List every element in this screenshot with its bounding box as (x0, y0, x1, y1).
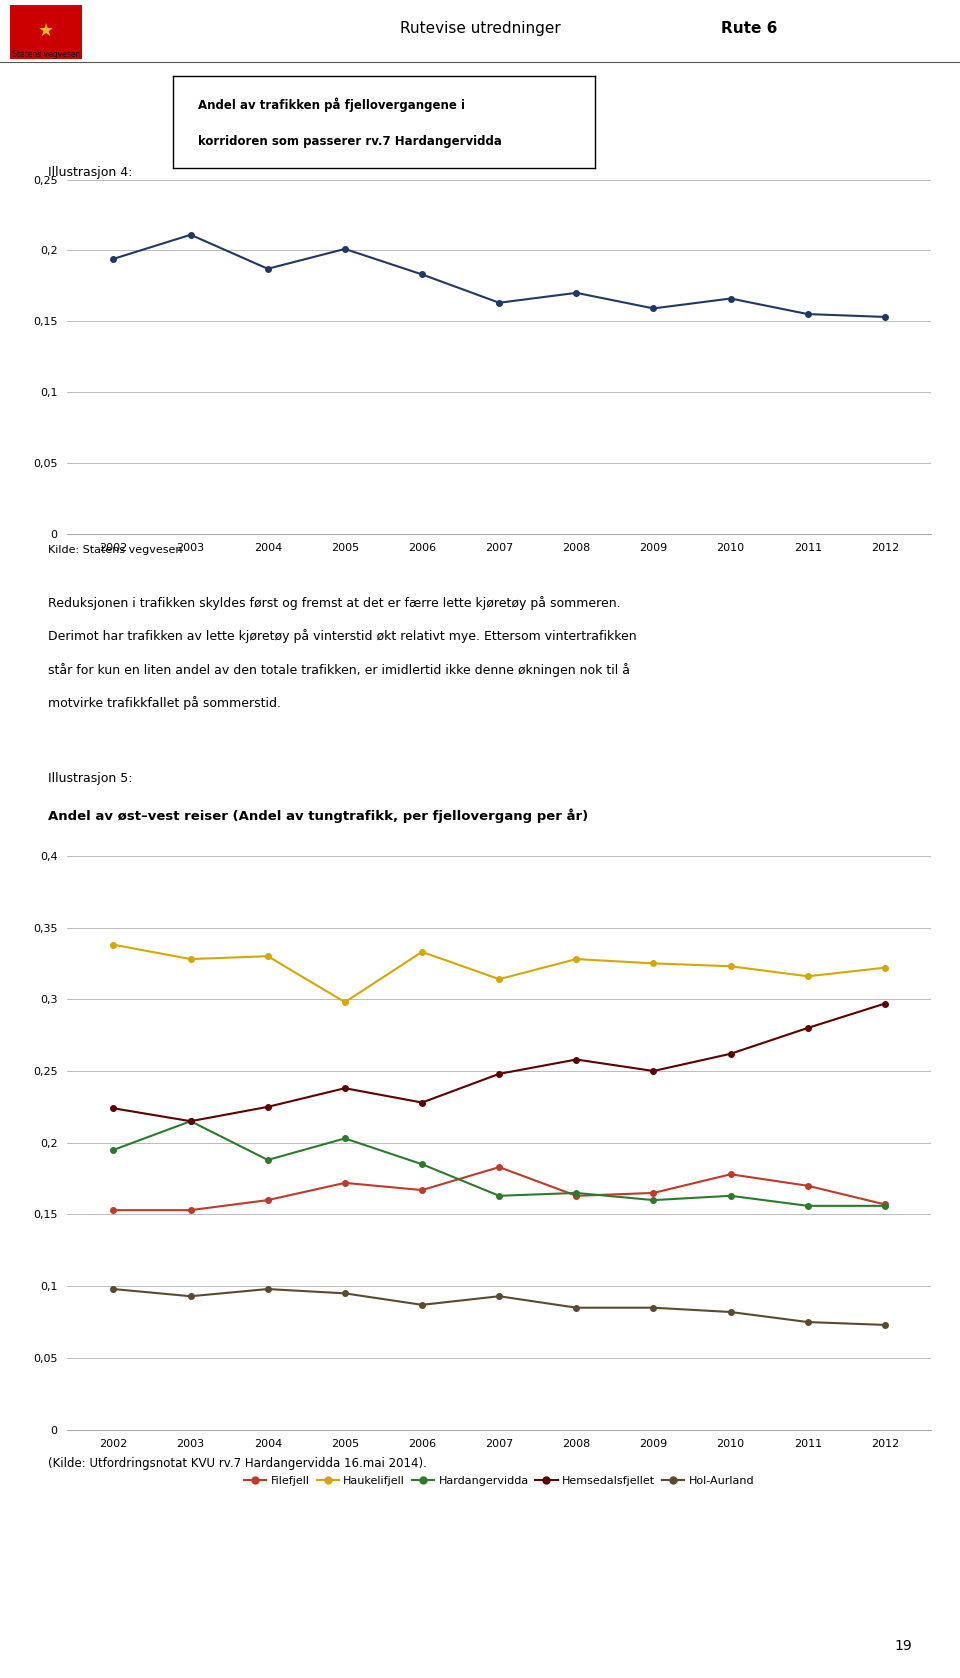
Bar (10, 5, 82, 59)
Text: Andel av øst–vest reiser (Andel av tungtrafikk, per fjellovergang per år): Andel av øst–vest reiser (Andel av tungt… (48, 809, 588, 824)
Text: Statens vegvesen: Statens vegvesen (12, 50, 81, 59)
Text: Andel av trafikken på fjellovergangene i: Andel av trafikken på fjellovergangene i (198, 97, 466, 112)
Text: Rutevise utredninger: Rutevise utredninger (399, 22, 561, 37)
Text: 19: 19 (895, 1639, 912, 1653)
Text: (Kilde: Utfordringsnotat KVU rv.7 Hardangervidda 16.mai 2014).: (Kilde: Utfordringsnotat KVU rv.7 Hardan… (48, 1457, 427, 1470)
Text: ★: ★ (38, 22, 54, 40)
Text: motvirke trafikkfallet på sommerstid.: motvirke trafikkfallet på sommerstid. (48, 696, 281, 710)
Text: Derimot har trafikken av lette kjøretøy på vinterstid økt relativt mye. Ettersom: Derimot har trafikken av lette kjøretøy … (48, 629, 636, 643)
Text: Illustrasjon 4:: Illustrasjon 4: (48, 166, 132, 180)
Text: Rute 6: Rute 6 (721, 22, 777, 37)
Text: Kilde: Statens vegvesen: Kilde: Statens vegvesen (48, 545, 182, 555)
Text: står for kun en liten andel av den totale trafikken, er imidlertid ikke denne øk: står for kun en liten andel av den total… (48, 663, 630, 676)
Text: Illustrasjon 5:: Illustrasjon 5: (48, 772, 132, 785)
Text: Reduksjonen i trafikken skyldes først og fremst at det er færre lette kjøretøy p: Reduksjonen i trafikken skyldes først og… (48, 596, 620, 609)
Text: korridoren som passerer rv.7 Hardangervidda: korridoren som passerer rv.7 Hardangervi… (198, 136, 502, 148)
Legend: Filefjell, Haukelifjell, Hardangervidda, Hemsedalsfjellet, Hol-Aurland: Filefjell, Haukelifjell, Hardangervidda,… (240, 1472, 758, 1490)
